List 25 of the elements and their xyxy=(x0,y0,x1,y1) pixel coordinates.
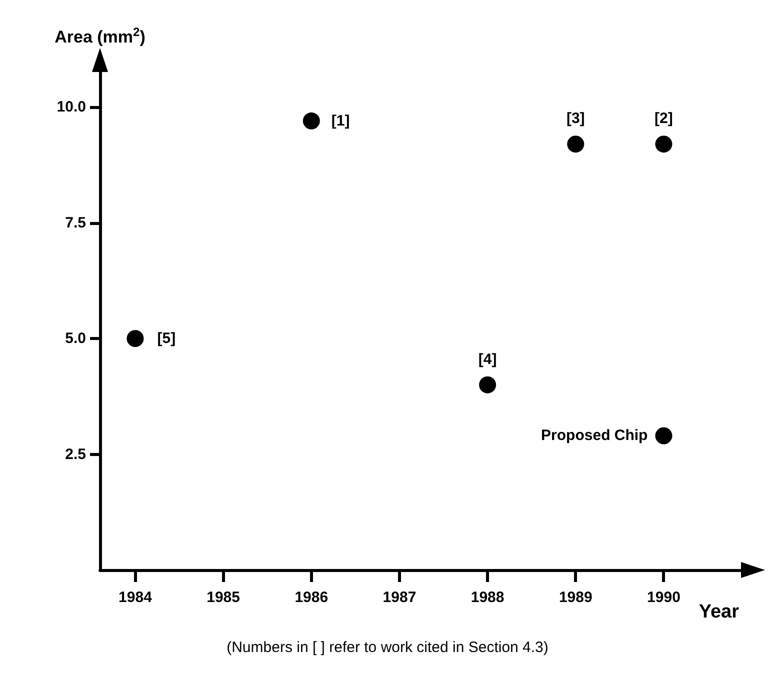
y-tick-label: 5.0 xyxy=(65,330,86,348)
annotation: [4] xyxy=(478,350,497,368)
y-tick-label: 2.5 xyxy=(65,446,86,463)
x-tick-label: 1987 xyxy=(382,589,416,606)
x-tick-label: 1986 xyxy=(294,589,328,606)
text: (Numbers in [ ] refer to work cited in Section 4.3) xyxy=(226,639,548,656)
point xyxy=(302,112,320,130)
annotation: Proposed Chip xyxy=(541,427,648,444)
x-tick-label: 1984 xyxy=(118,589,153,606)
point xyxy=(479,376,496,394)
point xyxy=(126,330,144,348)
point xyxy=(567,136,584,153)
annotation: [5] xyxy=(157,330,176,348)
point xyxy=(655,136,672,153)
x-axis-title: Year xyxy=(698,602,740,622)
annotation: [3] xyxy=(566,110,585,128)
y-tick-label: 7.5 xyxy=(65,214,86,232)
annotation: [2] xyxy=(654,110,673,128)
x-tick-label: 1985 xyxy=(206,589,240,606)
annotation: [1] xyxy=(331,112,350,130)
x-tick-label: 1989 xyxy=(558,589,592,606)
x-tick-label: 1990 xyxy=(647,589,680,606)
point xyxy=(655,427,672,444)
y-tick-label: 10.0 xyxy=(56,98,86,116)
x-tick-label: 1988 xyxy=(470,589,504,606)
